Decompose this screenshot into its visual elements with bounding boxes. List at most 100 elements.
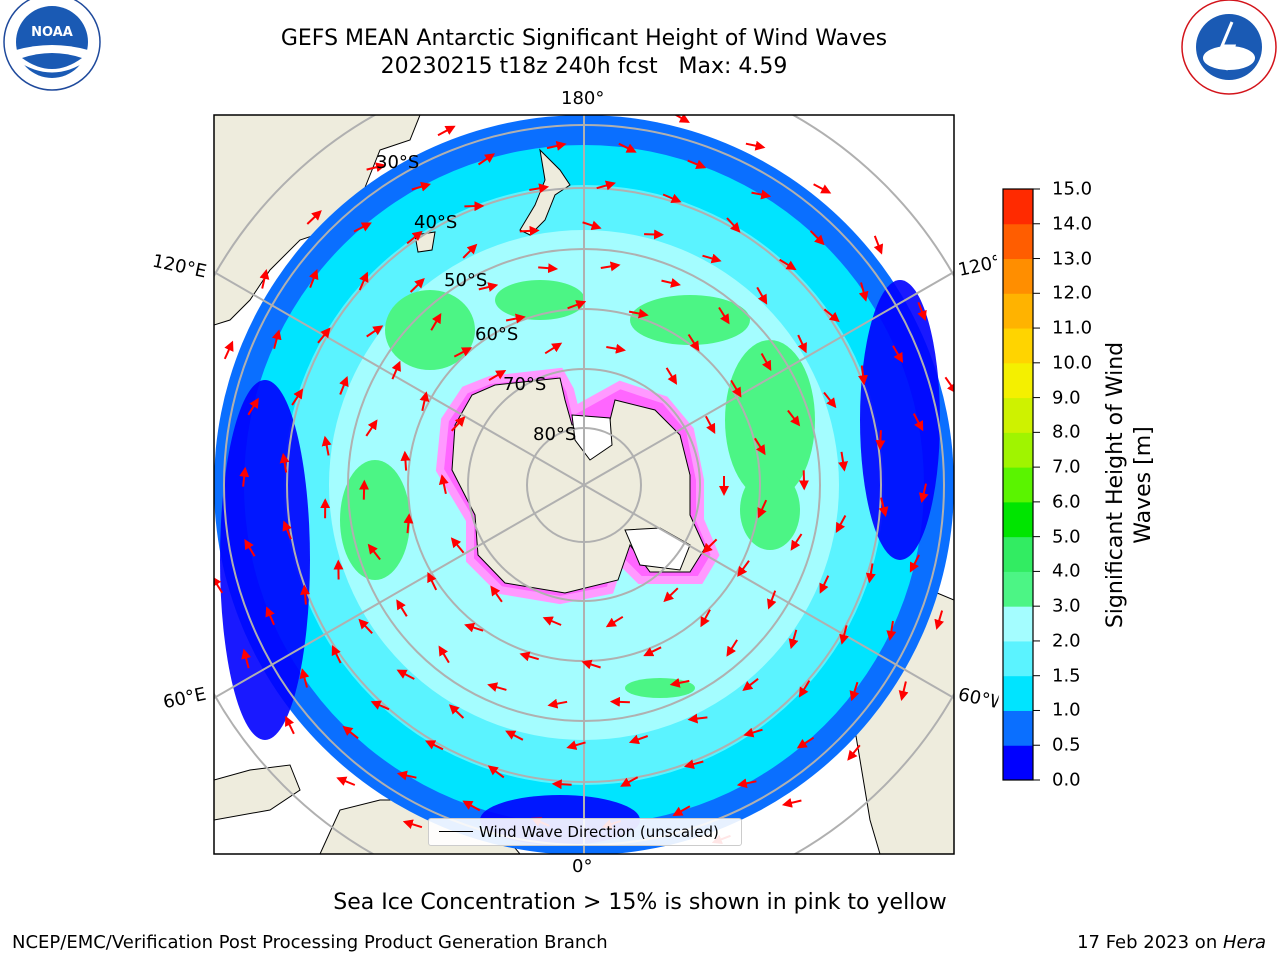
wind-wave-arrow <box>909 554 920 573</box>
wind-wave-arrow <box>396 770 417 781</box>
colorbar-tick-label: 13.0 <box>1052 248 1093 270</box>
footer-credit: NCEP/EMC/Verification Post Processing Pr… <box>12 932 608 953</box>
colorbar-segment <box>1003 432 1033 468</box>
wind-wave-arrow <box>453 347 473 358</box>
wind-wave-arrow <box>757 499 768 519</box>
wind-wave-arrow <box>835 515 847 534</box>
wind-wave-arrow <box>849 681 860 702</box>
colorbar-segment <box>1003 293 1033 329</box>
wind-wave-arrow <box>672 805 691 816</box>
colorbar-segment <box>1003 397 1033 433</box>
wind-wave-arrow <box>839 625 849 645</box>
caption: Sea Ice Concentration > 15% is shown in … <box>333 890 947 915</box>
wind-wave-arrow <box>419 391 430 412</box>
wind-wave-arrow <box>462 243 478 259</box>
nws-logo <box>1181 0 1277 95</box>
wind-wave-arrow <box>411 181 432 192</box>
wind-wave-arrow <box>505 730 524 741</box>
map-frame <box>213 114 955 855</box>
colorbar-tick-label: 6.0 <box>1052 491 1081 513</box>
antarctica-layer <box>435 367 720 605</box>
wind-wave-arrow <box>464 201 485 212</box>
wind-wave-arrow <box>788 629 799 650</box>
wind-wave-arrow <box>687 159 707 170</box>
legend-label: Wind Wave Direction (unscaled) <box>479 823 719 841</box>
wind-wave-arrow <box>787 409 801 427</box>
wind-wave-arrow <box>396 599 408 617</box>
wind-wave-arrow <box>247 397 259 416</box>
wind-wave-arrow <box>239 466 250 487</box>
wind-wave-arrow <box>271 329 282 349</box>
wind-wave-arrow <box>400 450 411 471</box>
wind-wave-arrow <box>756 286 768 305</box>
wind-wave-arrow <box>644 229 665 240</box>
wind-wave-arrow <box>546 141 567 151</box>
wind-wave-arrow <box>241 648 251 669</box>
wind-wave-arrow <box>745 140 766 151</box>
wind-wave-arrow <box>934 610 944 630</box>
wind-wave-arrow <box>547 698 568 709</box>
wind-wave-arrow <box>796 736 815 749</box>
wind-wave-arrow <box>391 360 401 380</box>
colorbar-tick-label: 2.0 <box>1052 630 1081 652</box>
colorbar-segment <box>1003 536 1033 572</box>
land-africa <box>214 764 301 821</box>
wind-wave-arrow <box>643 646 662 657</box>
wind-wave-arrow <box>425 740 444 751</box>
wind-wave-arrow <box>321 435 332 456</box>
wind-wave-arrow <box>736 778 757 789</box>
wind-wave-arrow <box>309 269 319 288</box>
colorbar-tick-label: 9.0 <box>1052 387 1081 409</box>
wind-wave-arrow <box>797 334 807 354</box>
wind-wave-arrow <box>878 497 889 518</box>
wind-wave-arrow <box>279 452 290 473</box>
wind-wave-arrow <box>291 388 304 406</box>
lat-label-60s: 60°S <box>475 324 519 345</box>
colorbar-tick-label: 5.0 <box>1052 526 1081 548</box>
wind-wave-arrow <box>618 142 637 153</box>
colorbar-tick-label: 3.0 <box>1052 595 1081 617</box>
wind-wave-arrow <box>767 590 777 610</box>
lat-label-30s: 30°S <box>376 152 420 173</box>
wind-wave-arrow <box>823 391 837 409</box>
wind-wave-arrow <box>336 776 356 786</box>
plot-title: GEFS MEAN Antarctic Significant Height o… <box>280 26 888 51</box>
wind-wave-arrow <box>223 340 234 360</box>
wind-wave-arrow <box>737 560 750 577</box>
wind-wave-arrow <box>781 797 802 808</box>
wind-wave-arrow <box>873 235 884 255</box>
colorbar-segment <box>1003 675 1033 711</box>
wind-wave-arrow <box>544 342 563 355</box>
wind-wave-arrow <box>331 644 342 664</box>
wind-wave-arrow <box>917 301 927 321</box>
wind-wave-arrow <box>718 306 730 325</box>
wind-wave-arrow <box>477 153 496 166</box>
wind-wave-arrow <box>402 819 423 829</box>
wind-wave-arrow <box>529 183 550 194</box>
wind-wave-arrow <box>683 759 704 769</box>
wind-wave-arrow <box>487 765 505 779</box>
wind-wave-arrow <box>317 327 331 344</box>
colorbar-tick-label: 12.0 <box>1052 282 1093 304</box>
wind-wave-arrow <box>464 622 484 633</box>
wind-wave-arrow <box>438 474 449 495</box>
wind-wave-arrow <box>898 681 909 701</box>
wind-wave-arrow <box>244 538 256 557</box>
wind-wave-arrow <box>450 537 465 554</box>
colorbar-segment <box>1003 710 1033 746</box>
wind-wave-arrow <box>606 343 626 354</box>
wind-wave-arrow <box>847 744 861 761</box>
wind-wave-arrow <box>743 727 763 738</box>
wind-wave-arrow <box>582 220 602 231</box>
wind-wave-arrow <box>358 618 373 634</box>
wind-wave-arrows <box>214 115 954 845</box>
wind-wave-arrow <box>798 680 811 698</box>
wind-wave-arrow <box>487 682 507 692</box>
colorbar-segment <box>1003 467 1033 503</box>
wind-wave-arrow <box>490 585 503 603</box>
wind-wave-arrow <box>726 639 738 657</box>
wind-wave-arrow <box>875 430 886 451</box>
colorbar-tick-label: 8.0 <box>1052 421 1081 443</box>
wind-wave-arrow <box>760 353 772 371</box>
